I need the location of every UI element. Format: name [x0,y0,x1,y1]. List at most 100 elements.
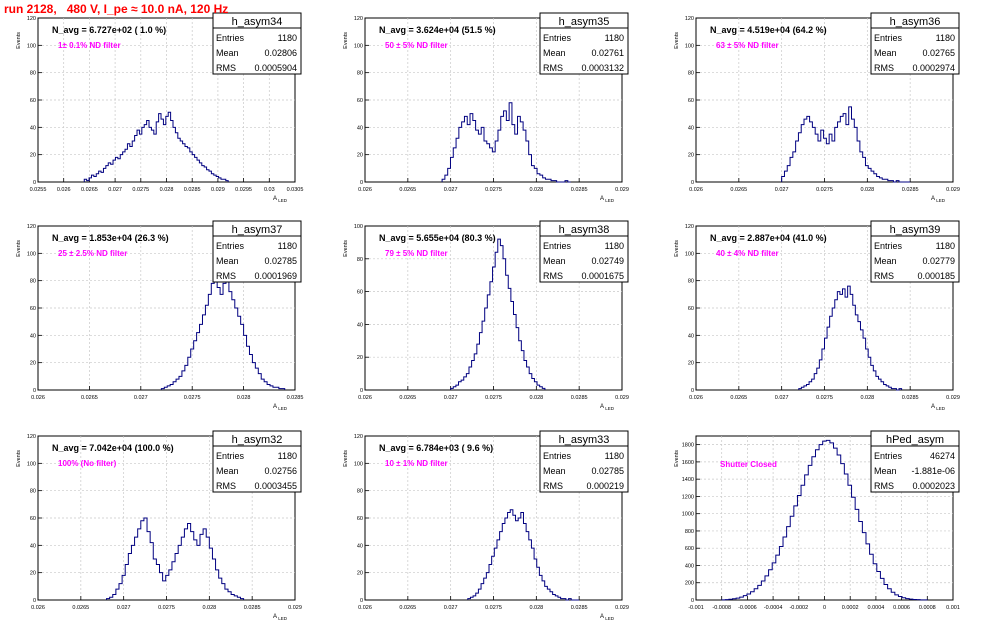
y-tick-label: 20 [688,153,694,159]
x-tick-label: 0.026 [689,395,703,401]
stats-value-mean: 0.02761 [591,48,624,58]
histogram-panel-h_asym37: 0.026 0.0265 0.027 0.0275 0.028 0.0285 0 20 40 60… [16,220,304,411]
n-avg-header: N_avg = 6.727e+02 ( 1.0 %) [52,25,166,35]
histogram-series [721,439,928,601]
stats-value-entries: 1180 [605,451,624,461]
y-tick-label: 60 [357,98,363,104]
x-tick-label: 0.0285 [184,187,201,193]
y-tick-label: 60 [30,516,36,522]
stats-label-mean: Mean [874,256,897,266]
y-tick-label: 20 [688,361,694,367]
y-tick-label: 100 [354,461,363,467]
y-tick-label: 60 [357,290,363,296]
y-tick-label: 1000 [682,512,694,518]
stats-box-title: h_asym34 [232,16,283,28]
y-tick-label: 200 [685,581,694,587]
y-tick-label: 40 [357,322,363,328]
stats-label-entries: Entries [216,33,245,43]
histogram-panel-h_asym32: 0.026 0.0265 0.027 0.0275 0.028 0.0285 0.029 0 2… [16,430,302,621]
x-tick-label: 0.0265 [399,395,416,401]
stats-box [870,220,960,283]
stats-value-mean: 0.02785 [591,466,624,476]
x-tick-label: 0.0285 [244,605,261,611]
histogram-panel-h_asym33: 0.026 0.0265 0.027 0.0275 0.028 0.0285 0.029 0 2… [343,430,629,621]
stats-box [539,12,629,75]
x-tick-label: 0.029 [946,395,960,401]
y-tick-label: 80 [688,71,694,77]
y-tick-label: 20 [357,571,363,577]
y-tick-label: 120 [354,16,363,22]
x-tick-label: -0.0008 [712,605,731,611]
y-tick-label: 100 [685,43,694,49]
stats-box [539,220,629,283]
x-axis-label-main: A [273,404,277,410]
histogram-panel-h_asym39: 0.026 0.0265 0.027 0.0275 0.028 0.0285 0.029 0 2… [674,220,960,411]
y-tick-label: 800 [685,529,694,535]
stats-box [539,430,629,493]
stats-value-rms: 0.0001675 [581,271,624,281]
y-axis-label: Events [674,450,680,467]
x-tick-label: 0.0002 [842,605,859,611]
y-axis-label: Events [343,240,349,257]
y-tick-label: 0 [33,598,36,604]
y-tick-label: 120 [354,434,363,440]
stats-label-entries: Entries [543,451,572,461]
x-tick-label: -0.0004 [764,605,783,611]
stats-label-mean: Mean [216,256,239,266]
y-tick-label: 80 [688,279,694,285]
x-tick-label: 0.0275 [485,605,502,611]
filter-annotation: 79 ± 5% ND filter [385,249,448,258]
y-tick-label: 0 [360,598,363,604]
stats-box [212,12,302,75]
stats-value-mean: 0.02756 [264,466,297,476]
x-tick-label: 0.027 [117,605,131,611]
y-tick-label: 400 [685,563,694,569]
n-avg-header: N_avg = 5.655e+04 (80.3 %) [379,233,496,243]
y-tick-label: 120 [27,224,36,230]
x-tick-label: 0.0004 [867,605,884,611]
y-tick-label: 40 [688,125,694,131]
x-tick-label: 0.029 [211,187,225,193]
y-tick-label: 0 [33,388,36,394]
x-tick-label: 0.0275 [485,395,502,401]
stats-value-rms: 0.0003455 [254,481,297,491]
y-axis-label: Events [674,240,680,257]
stats-value-rms: 0.0002023 [912,481,955,491]
x-axis-label-sub: LED [277,616,288,621]
x-tick-label: 0.0265 [399,605,416,611]
x-axis-label: A LED [600,614,615,621]
x-axis-label-sub: LED [935,198,946,203]
x-axis-label-sub: LED [277,198,288,203]
stats-label-mean: Mean [543,256,566,266]
stats-value-entries: 1180 [936,241,955,251]
x-tick-label: 0.028 [160,187,174,193]
histogram-series [467,509,580,601]
x-tick-label: 0.028 [860,187,874,193]
stats-value-rms: 0.0003132 [581,63,624,73]
x-tick-label: 0.0285 [902,187,919,193]
y-axis-label: Events [343,32,349,49]
x-tick-label: 0.029 [615,605,629,611]
y-tick-label: 80 [357,71,363,77]
stats-value-mean: 0.02765 [922,48,955,58]
filter-annotation: 63 ± 5% ND filter [716,41,779,50]
y-tick-label: 20 [30,571,36,577]
y-tick-label: 20 [357,153,363,159]
stats-label-entries: Entries [874,33,903,43]
stats-label-mean: Mean [874,466,897,476]
y-tick-label: 100 [27,43,36,49]
x-tick-label: -0.001 [688,605,704,611]
y-tick-label: 1200 [682,494,694,500]
stats-box [870,12,960,75]
histogram-series [106,517,245,600]
x-tick-label: 0.0285 [287,395,304,401]
y-axis-label: Events [343,450,349,467]
y-axis-label: Events [16,32,22,49]
x-tick-label: 0.0275 [816,395,833,401]
x-tick-label: 0.0265 [399,187,416,193]
n-avg-header: N_avg = 7.042e+04 (100.0 %) [52,443,174,453]
stats-box-title: h_asym33 [559,434,610,446]
x-axis-label-sub: LED [604,198,615,203]
x-tick-label: 0.028 [860,395,874,401]
n-avg-header: N_avg = 6.784e+03 ( 9.6 %) [379,443,493,453]
